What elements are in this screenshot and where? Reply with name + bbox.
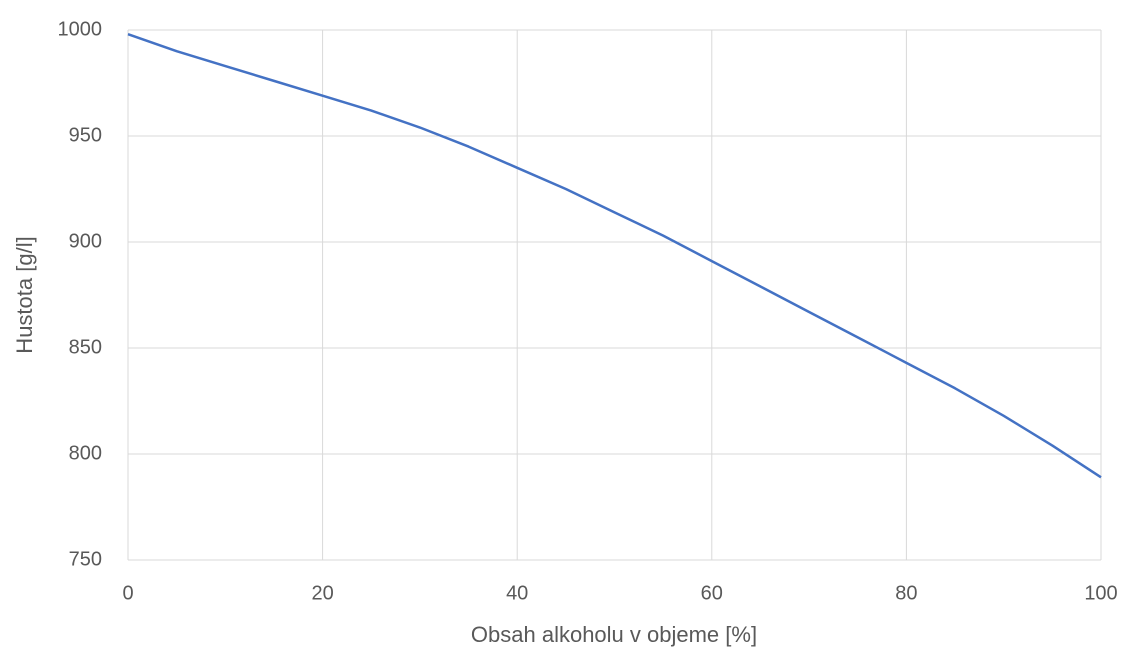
line [127,33,1102,479]
y-tick-label: 1000 [58,18,103,40]
y-tick-label: 950 [69,124,102,146]
x-tick-label: 80 [895,582,917,604]
y-axis-title: Hustota [g/l] [12,236,37,353]
y-tick-label: 800 [69,442,102,464]
x-tick-label: 0 [122,582,133,604]
x-tick-label: 100 [1084,582,1117,604]
x-tick-label: 60 [701,582,723,604]
y-tick-label: 900 [69,230,102,252]
x-tick-label: 40 [506,582,528,604]
x-axis-title: Obsah alkoholu v objeme [%] [471,622,757,647]
y-tick-label: 850 [69,336,102,358]
x-tick-label: 20 [311,582,333,604]
y-tick-label: 750 [69,548,102,570]
